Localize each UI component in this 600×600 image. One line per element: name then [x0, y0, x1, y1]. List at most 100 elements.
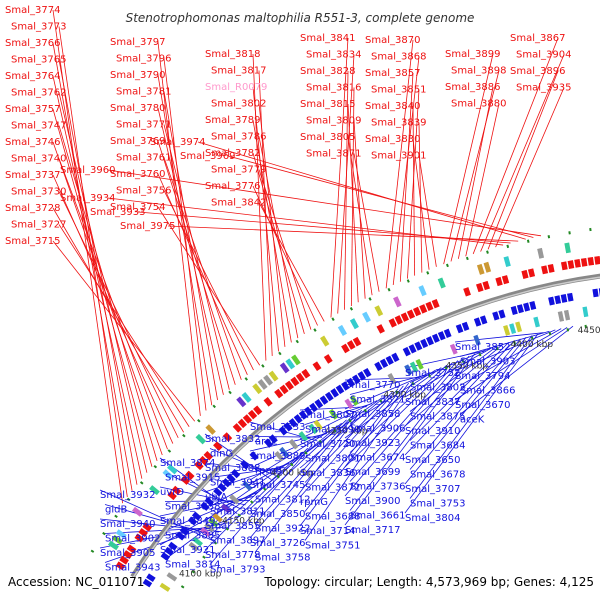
- reverse-gene-label[interactable]: Smal_3940: [100, 519, 155, 530]
- forward-gene-label[interactable]: Smal_3880: [451, 99, 506, 110]
- forward-gene-label[interactable]: Smal_3834: [306, 50, 361, 61]
- reverse-gene-label[interactable]: Smal_3714: [300, 526, 355, 537]
- reverse-gene-label[interactable]: Smal_3836: [300, 468, 355, 479]
- forward-gene-label[interactable]: Smal_R0079: [205, 82, 267, 93]
- reverse-gene-label[interactable]: Smal_3736: [350, 482, 405, 493]
- forward-gene-label[interactable]: Smal_3840: [365, 101, 420, 112]
- reverse-gene-label[interactable]: Smal_3866: [460, 386, 515, 397]
- forward-gene-label[interactable]: Smal_3728: [5, 203, 60, 214]
- forward-gene-label[interactable]: Smal_3839: [371, 118, 426, 129]
- reverse-gene-label[interactable]: Smal_3850: [250, 509, 305, 520]
- reverse-gene-label[interactable]: Smal_3922: [255, 524, 310, 535]
- forward-gene-label[interactable]: Smal_3789: [205, 115, 260, 126]
- reverse-gene-label[interactable]: Smal_3717: [345, 525, 400, 536]
- forward-gene-label[interactable]: Smal_3737: [5, 170, 60, 181]
- reverse-gene-label[interactable]: Smal_3849: [160, 516, 215, 527]
- forward-gene-label[interactable]: Smal_3841: [300, 33, 355, 44]
- reverse-gene-label[interactable]: Smal_3670: [455, 400, 510, 411]
- forward-gene-label[interactable]: Smal_3762: [11, 88, 66, 99]
- reverse-gene-label[interactable]: Smal_3874: [160, 458, 215, 469]
- forward-gene-label[interactable]: Smal_3771: [116, 120, 171, 131]
- reverse-gene-label[interactable]: Smal_3751: [305, 541, 360, 552]
- reverse-gene-label[interactable]: rpmG: [300, 497, 328, 508]
- forward-gene-label[interactable]: Smal_3765: [11, 55, 66, 66]
- reverse-gene-label[interactable]: Smal_3897: [210, 536, 265, 547]
- forward-gene-label[interactable]: Smal_3867: [510, 33, 565, 44]
- forward-gene-label[interactable]: Smal_3746: [5, 137, 60, 148]
- reverse-gene-label[interactable]: Smal_3832: [205, 434, 260, 445]
- forward-gene-label[interactable]: Smal_3935: [516, 83, 571, 94]
- forward-gene-label[interactable]: Smal_3851: [371, 85, 426, 96]
- forward-gene-label[interactable]: Smal_3857: [365, 68, 420, 79]
- reverse-gene-label[interactable]: Smal_3910: [405, 426, 460, 437]
- reverse-gene-label[interactable]: Smal_3903: [460, 357, 515, 368]
- reverse-gene-label[interactable]: Smal_3803: [410, 383, 465, 394]
- forward-gene-label[interactable]: Smal_3797: [110, 37, 165, 48]
- reverse-gene-label[interactable]: Smal_3852: [455, 342, 510, 353]
- reverse-gene-label[interactable]: Smal_3678: [410, 470, 465, 481]
- reverse-gene-label[interactable]: Smal_3804: [405, 513, 460, 524]
- reverse-gene-label[interactable]: Smal_3821: [350, 395, 405, 406]
- forward-gene-label[interactable]: Smal_3815: [300, 99, 355, 110]
- reverse-gene-label[interactable]: Smal_3875: [410, 412, 465, 423]
- reverse-gene-label[interactable]: Smal_3688: [305, 512, 360, 523]
- reverse-gene-label[interactable]: Smal_3726: [250, 538, 305, 549]
- forward-gene-label[interactable]: Smal_3757: [5, 104, 60, 115]
- reverse-gene-label[interactable]: Smal_3758: [255, 553, 310, 564]
- reverse-gene-label[interactable]: Smal_3858: [345, 409, 400, 420]
- reverse-gene-label[interactable]: ubiA: [205, 492, 227, 503]
- reverse-gene-label[interactable]: Smal_3906: [350, 424, 405, 435]
- reverse-gene-label[interactable]: Smal_3811: [210, 507, 265, 518]
- reverse-gene-label[interactable]: Smal_3872: [305, 483, 360, 494]
- forward-gene-label[interactable]: Smal_3809: [306, 116, 361, 127]
- forward-gene-label[interactable]: Smal_3761: [116, 153, 171, 164]
- forward-gene-label[interactable]: Smal_3764: [5, 71, 60, 82]
- forward-gene-label[interactable]: Smal_3780: [110, 103, 165, 114]
- reverse-gene-label[interactable]: Smal_3902: [105, 534, 160, 545]
- reverse-gene-label[interactable]: Smal_3793: [210, 565, 265, 576]
- reverse-gene-label[interactable]: Smal_3770: [345, 380, 400, 391]
- forward-gene-label[interactable]: Smal_3904: [516, 50, 571, 61]
- reverse-gene-label[interactable]: Smal_3855: [205, 521, 260, 532]
- reverse-gene-label[interactable]: dinG: [210, 449, 233, 460]
- forward-gene-label[interactable]: Smal_3934: [60, 193, 115, 204]
- forward-gene-label[interactable]: Smal_3727: [11, 220, 66, 231]
- forward-gene-label[interactable]: Smal_3828: [300, 66, 355, 77]
- forward-gene-label[interactable]: Smal_3796: [116, 54, 171, 65]
- reverse-gene-label[interactable]: Smal_3921: [160, 545, 215, 556]
- forward-gene-label[interactable]: Smal_3805: [300, 132, 355, 143]
- reverse-gene-label[interactable]: Smal_3885: [165, 531, 220, 542]
- reverse-gene-label[interactable]: Smal_3720: [300, 439, 355, 450]
- forward-gene-label[interactable]: Smal_3766: [5, 38, 60, 49]
- reverse-gene-label[interactable]: uvrD: [160, 487, 184, 498]
- forward-gene-label[interactable]: Smal_3817: [211, 66, 266, 77]
- reverse-gene-label[interactable]: Smal_3801: [305, 454, 360, 465]
- forward-gene-label[interactable]: Smal_3974: [150, 137, 205, 148]
- reverse-gene-label[interactable]: gidB: [105, 505, 127, 516]
- forward-gene-label[interactable]: Smal_3899: [445, 49, 500, 60]
- forward-gene-label[interactable]: Smal_3969: [180, 151, 235, 162]
- forward-gene-label[interactable]: Smal_3781: [116, 87, 171, 98]
- forward-gene-label[interactable]: Smal_3715: [5, 236, 60, 247]
- forward-gene-label[interactable]: Smal_3830: [365, 134, 420, 145]
- forward-gene-label[interactable]: Smal_3773: [11, 22, 66, 33]
- reverse-gene-label[interactable]: aceK: [460, 415, 485, 426]
- forward-gene-label[interactable]: Smal_3933: [90, 207, 145, 218]
- forward-gene-label[interactable]: Smal_3886: [445, 82, 500, 93]
- forward-gene-label[interactable]: Smal_3756: [116, 186, 171, 197]
- reverse-gene-label[interactable]: Smal_3661: [350, 511, 405, 522]
- reverse-gene-label[interactable]: Smal_3833: [250, 422, 305, 433]
- forward-gene-label[interactable]: Smal_3870: [365, 35, 420, 46]
- reverse-gene-label[interactable]: Smal_3650: [405, 455, 460, 466]
- reverse-gene-label[interactable]: Smal_3778: [205, 550, 260, 561]
- forward-gene-label[interactable]: Smal_3779: [211, 165, 266, 176]
- reverse-gene-label[interactable]: Smal_3943: [105, 563, 160, 574]
- forward-gene-label[interactable]: Smal_3760: [110, 169, 165, 180]
- forward-gene-label[interactable]: Smal_3816: [306, 83, 361, 94]
- reverse-gene-label[interactable]: Smal_3745: [250, 480, 305, 491]
- reverse-gene-label[interactable]: Smal_3674: [350, 453, 405, 464]
- forward-gene-label[interactable]: Smal_3782: [205, 148, 260, 159]
- reverse-gene-label[interactable]: Smal_3838: [165, 502, 220, 513]
- reverse-gene-label[interactable]: Smal_3888: [205, 463, 260, 474]
- reverse-gene-label[interactable]: Smal_3684: [410, 441, 465, 452]
